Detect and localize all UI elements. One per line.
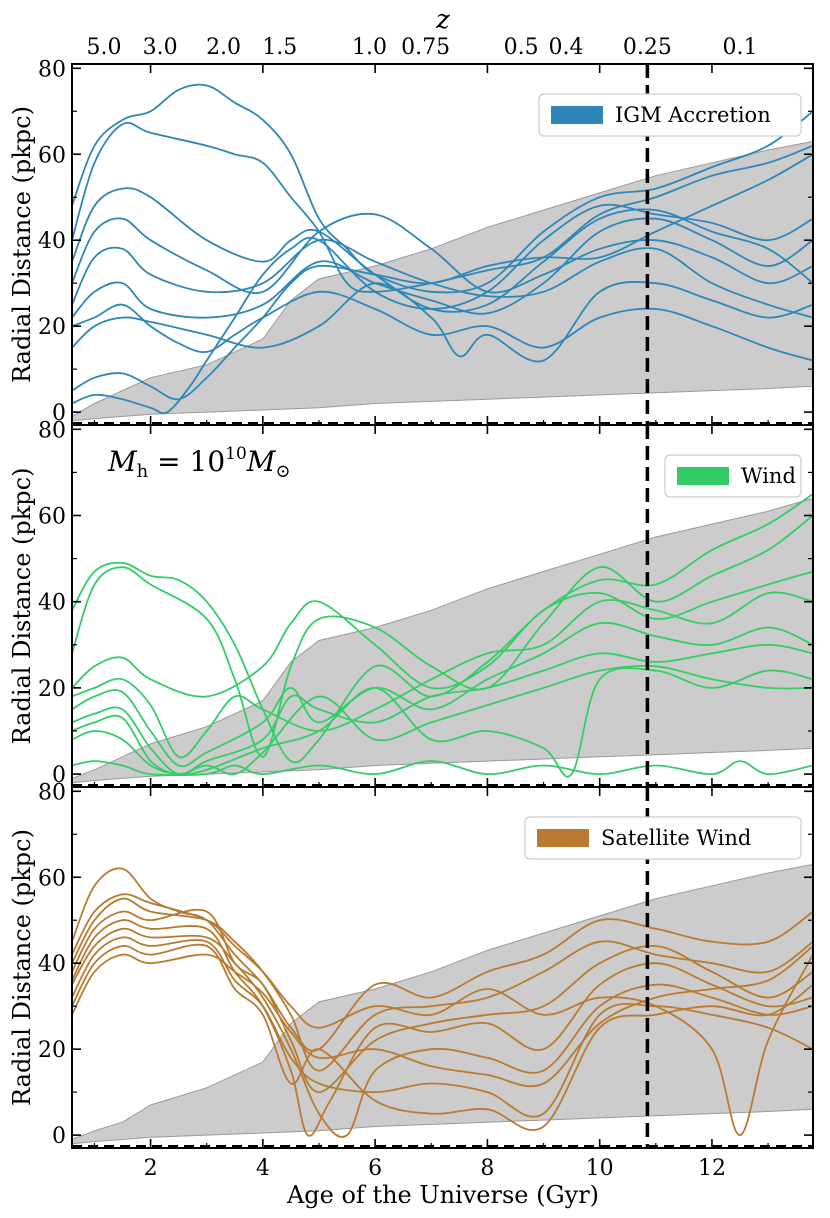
series-line-track-3 [72, 570, 813, 698]
top-tick-label: 0.1 [723, 35, 758, 60]
series-line-track-8 [72, 280, 813, 363]
series-line-track-2 [72, 514, 813, 758]
plot-area [72, 493, 813, 784]
x-tick-label: 8 [480, 1156, 494, 1181]
y-tick-label: 40 [38, 952, 66, 977]
series-line-track-6 [72, 217, 813, 319]
y-tick-label: 0 [52, 1124, 66, 1149]
top-tick-label: 0.5 [504, 35, 539, 60]
legend-label: IGM Accretion [615, 103, 771, 127]
x-tick-label: 12 [698, 1156, 726, 1181]
axes-frame [71, 786, 814, 1149]
x-tick-label: 10 [586, 1156, 614, 1181]
x-tick-label: 6 [368, 1156, 382, 1181]
plot-area [72, 83, 813, 422]
top-tick-label: 2.0 [206, 35, 241, 60]
x-tick-label: 2 [144, 1156, 158, 1181]
y-axis-label: Radial Distance (pkpc) [8, 106, 36, 383]
series-line-track-6 [72, 643, 813, 776]
series-line-track-2 [72, 897, 813, 1072]
legend-swatch [551, 106, 603, 124]
y-tick-label: 80 [38, 418, 66, 443]
series-line-track-5 [72, 927, 813, 1138]
series-line-track-9 [72, 760, 813, 777]
series-line-track-4 [72, 919, 813, 1137]
legend-box [538, 93, 802, 137]
top-tick-label: 1.5 [262, 35, 297, 60]
top-axis-label: z [435, 5, 450, 35]
legend: Satellite Wind [524, 816, 802, 860]
legend: IGM Accretion [538, 93, 802, 137]
series-line-track-9 [72, 153, 813, 401]
halo-radius-band [72, 497, 813, 784]
x-tick-label: 4 [256, 1156, 270, 1181]
legend-swatch [537, 829, 589, 847]
top-tick-label: 0.75 [401, 35, 450, 60]
halo-mass-annotation: Mh = 1010M⊙ [107, 444, 291, 482]
y-axis-label: Radial Distance (pkpc) [8, 829, 36, 1106]
y-tick-label: 80 [38, 780, 66, 805]
y-tick-label: 0 [52, 401, 66, 426]
y-tick-label: 40 [38, 591, 66, 616]
y-tick-label: 0 [52, 763, 66, 788]
series-line-track-1 [72, 867, 813, 1052]
top-axis-ticks: 5.0 3.0 2.0 1.5 1.0 0.75 0.5 0.4 0.25 0.1 [86, 35, 757, 60]
y-tick-label: 20 [38, 677, 66, 702]
series-line-track-2 [72, 122, 813, 293]
top-tick-label: 0.4 [549, 35, 584, 60]
y-tick-label: 60 [38, 143, 66, 168]
y-tick-label: 20 [38, 315, 66, 340]
series-line-track-8 [72, 893, 813, 1136]
series-line-track-7 [72, 290, 813, 362]
y-tick-label: 80 [38, 57, 66, 82]
series-line-track-9 [72, 945, 813, 1088]
series-line-track-7 [72, 943, 813, 1131]
legend-swatch [677, 467, 729, 485]
top-tick-label: 0.25 [623, 35, 672, 60]
y-axis-label: Radial Distance (pkpc) [8, 468, 36, 745]
series-line-track-8 [72, 667, 813, 778]
y-tick-label: 60 [38, 866, 66, 891]
x-axis-label: Age of the Universe (Gyr) [286, 1181, 599, 1209]
top-tick-label: 3.0 [143, 35, 178, 60]
y-tick-label: 40 [38, 229, 66, 254]
series-line-track-4 [72, 212, 813, 294]
legend-label: Wind [741, 464, 796, 488]
y-tick-label: 20 [38, 1038, 66, 1063]
top-tick-label: 5.0 [86, 35, 121, 60]
legend-box [524, 816, 802, 860]
plot-area [72, 863, 813, 1145]
legend: Wind [664, 454, 802, 498]
top-tick-label: 1.0 [352, 35, 387, 60]
legend-label: Satellite Wind [601, 826, 751, 850]
series-line-track-7 [72, 664, 813, 776]
legend-box [664, 454, 802, 498]
series-line-track-5 [72, 238, 813, 319]
y-tick-label: 60 [38, 505, 66, 530]
